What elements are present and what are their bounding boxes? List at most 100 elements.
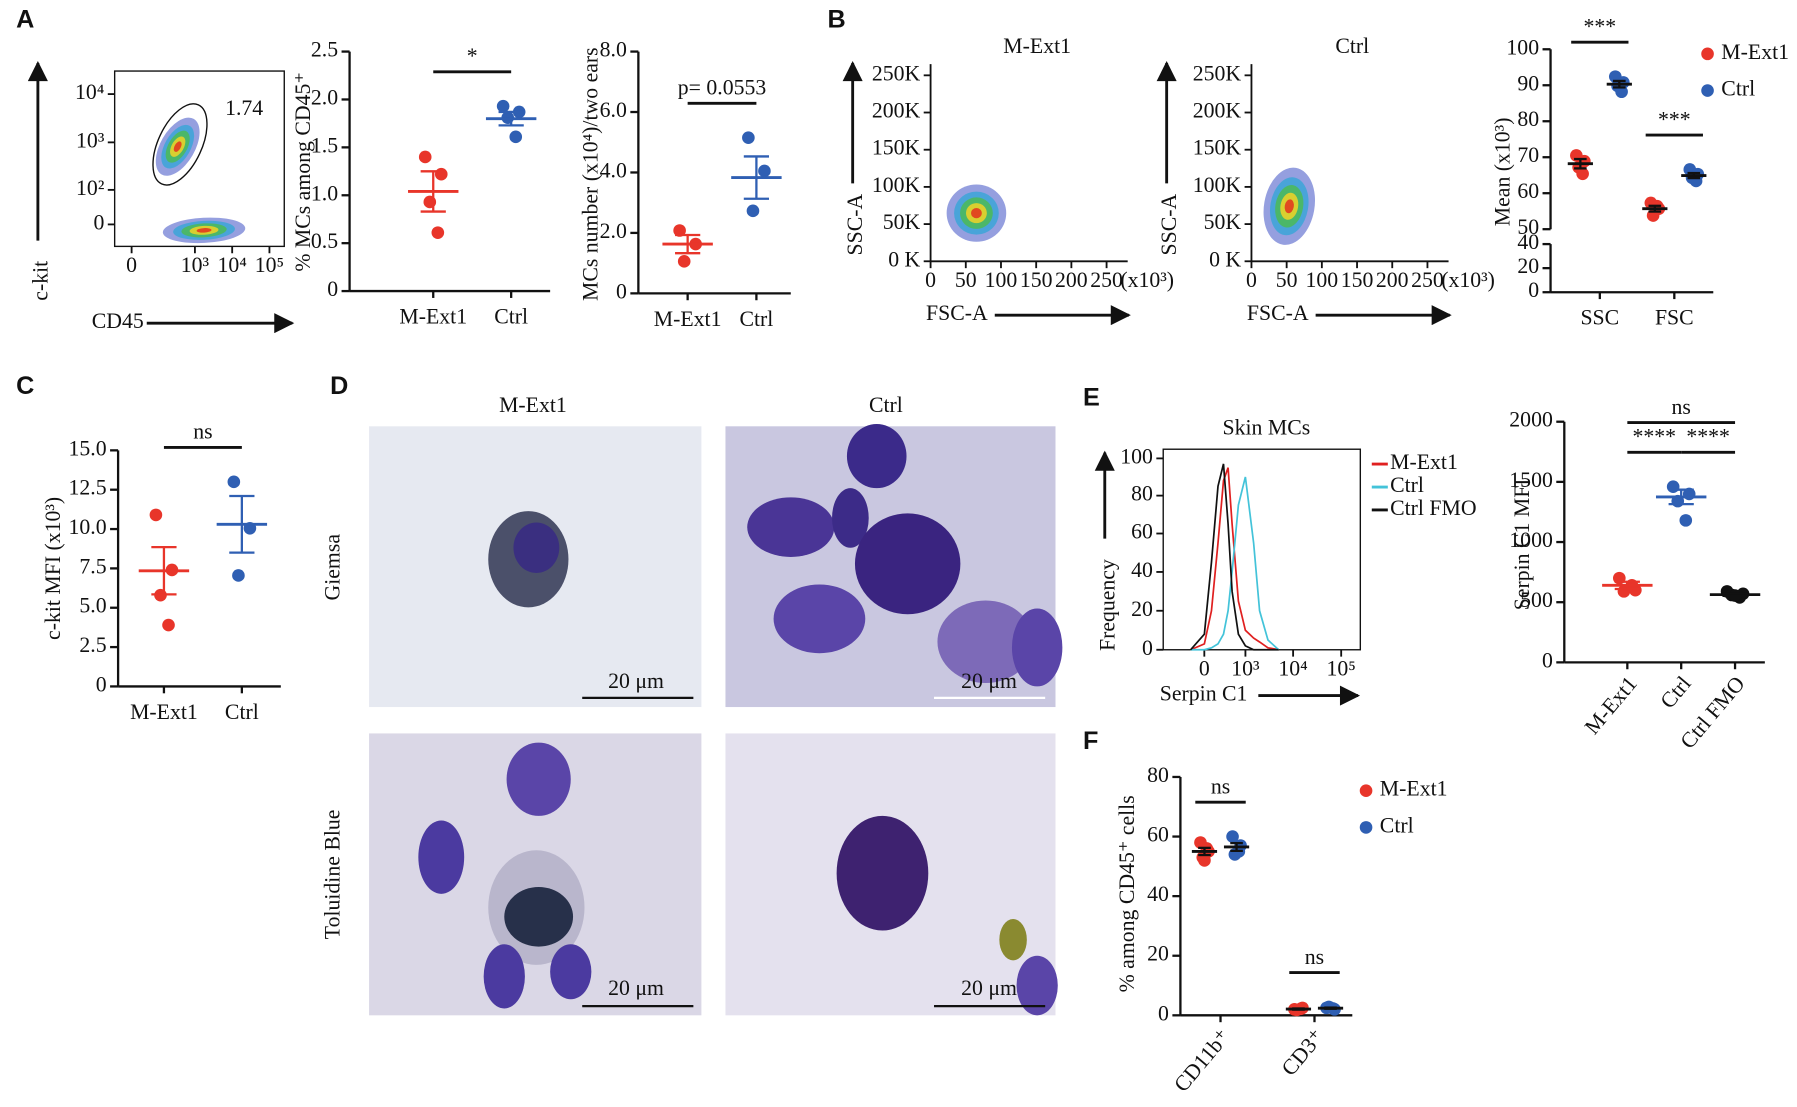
x-axis-label: CD45 (92, 309, 144, 333)
y-tick-label: 2.5 (79, 633, 106, 657)
gate (152, 103, 208, 186)
y-axis-label: % among CD45⁺ cells (1115, 795, 1139, 992)
y-tick-label: 10⁴ (75, 80, 104, 104)
nucleus (513, 522, 560, 573)
y-tick-label: 0 (93, 210, 104, 234)
significance-label: p= 0.0553 (678, 76, 767, 100)
y-axis-label: c-kit (28, 261, 52, 301)
y-tick-label: 500 (1520, 588, 1553, 612)
legend-label: M-Ext1 (1721, 40, 1789, 64)
data-point (673, 224, 686, 237)
x-tick-label: 10⁵ (255, 253, 284, 277)
data-point (496, 99, 510, 113)
data-point (434, 167, 448, 181)
column-title: Ctrl (869, 393, 903, 417)
y-tick-label: 60 (1517, 179, 1539, 203)
y-tick-label: 4.0 (600, 158, 627, 182)
y-tick-label: 100K (872, 173, 921, 197)
x-tick-label: SSC (1580, 306, 1619, 330)
y-axis-label: Serpin C1 MFI (1510, 478, 1534, 610)
significance-label: **** (1632, 425, 1676, 449)
y-tick-label: 0 K (888, 247, 920, 271)
data-point (509, 130, 523, 144)
legend-swatch (1359, 821, 1373, 834)
x-tick-label: 10³ (181, 253, 210, 277)
histogram-line (1189, 463, 1279, 651)
y-tick-label: 100 (1506, 35, 1539, 59)
legend-label: M-Ext1 (1390, 450, 1458, 474)
data-point (431, 226, 445, 239)
data-point (1679, 514, 1693, 527)
y-axis-label: Mean (x10³) (1491, 118, 1515, 227)
x-tick-label: 10⁴ (217, 253, 246, 277)
scale-bar-label: 20 μm (961, 669, 1017, 693)
scale-bar-label: 20 μm (961, 976, 1017, 1000)
plot-title: M-Ext1 (1003, 34, 1071, 58)
y-tick-label: 0 (1158, 1001, 1169, 1025)
panel-label: F (1083, 727, 1098, 755)
x-tick-label: 150 (1341, 268, 1374, 292)
y-tick-label: 0 (96, 672, 107, 696)
data-point (1666, 480, 1680, 493)
y-tick-label: 100 (1120, 444, 1153, 468)
y-tick-label: 15.0 (69, 436, 107, 460)
x-tick-label: Ctrl (225, 700, 259, 724)
significance-label: *** (1658, 107, 1691, 131)
y-tick-label: 100K (1193, 173, 1242, 197)
significance-label: ns (1305, 945, 1324, 969)
x-axis-label: FSC-A (1247, 301, 1309, 325)
y-tick-label: 10³ (76, 128, 105, 152)
nucleus (832, 488, 869, 548)
nucleus (1011, 608, 1063, 687)
y-tick-label: 0 (327, 277, 338, 301)
x-tick-label: 100 (1306, 268, 1339, 292)
x-tick-label: CD11b⁺ (1169, 1025, 1235, 1097)
x-unit: (x10³) (1120, 268, 1174, 292)
x-tick-label: M-Ext1 (130, 700, 198, 724)
y-tick-label: 60 (1131, 520, 1153, 544)
x-tick-label: 200 (1376, 268, 1409, 292)
legend-label: Ctrl (1390, 473, 1424, 497)
y-tick-label: 5.0 (79, 594, 106, 618)
y-tick-label: 40 (1131, 558, 1153, 582)
y-tick-label: 1.5 (311, 133, 338, 157)
gate-label: 1.74 (225, 96, 263, 120)
significance-label: ns (1211, 774, 1230, 798)
y-tick-label: 0 (1542, 648, 1553, 672)
y-tick-label: 0.5 (311, 229, 338, 253)
x-tick-label: 10⁵ (1327, 656, 1356, 680)
y-axis-label: % MCs among CD45⁺ (291, 72, 315, 272)
data-point (677, 255, 691, 268)
y-tick-label: 0 (1142, 636, 1153, 660)
density (196, 228, 212, 233)
data-point (1615, 85, 1628, 99)
nucleus (483, 944, 525, 1009)
significance-label: *** (1584, 14, 1617, 38)
data-point (1226, 830, 1239, 843)
y-tick-label: 200K (1193, 99, 1242, 123)
x-tick-label: 250 (1090, 268, 1123, 292)
y-tick-label: 20 (1147, 942, 1169, 966)
micrographs (369, 424, 1063, 1016)
y-tick-label: 20 (1131, 597, 1153, 621)
x-tick-label: 150 (1020, 268, 1053, 292)
data-point (1198, 854, 1211, 867)
y-tick-label: 70 (1517, 143, 1539, 167)
x-tick-label: 0 (925, 268, 936, 292)
x-tick-label: 0 (1246, 268, 1257, 292)
nucleus (506, 742, 571, 816)
x-tick-label: 250 (1411, 268, 1444, 292)
x-tick-label: CD3⁺ (1277, 1025, 1329, 1081)
y-tick-label: 80 (1147, 763, 1169, 787)
granular-cell (836, 815, 929, 931)
x-tick-label: 0 (126, 253, 137, 277)
y-tick-label: 80 (1517, 107, 1539, 131)
nucleus (773, 584, 866, 654)
y-tick-label: 40 (1147, 882, 1169, 906)
significance-label: * (467, 44, 478, 68)
column-title: M-Ext1 (499, 393, 567, 417)
data-point (758, 164, 771, 178)
y-axis-label: c-kit MFI (x10³) (41, 497, 65, 640)
